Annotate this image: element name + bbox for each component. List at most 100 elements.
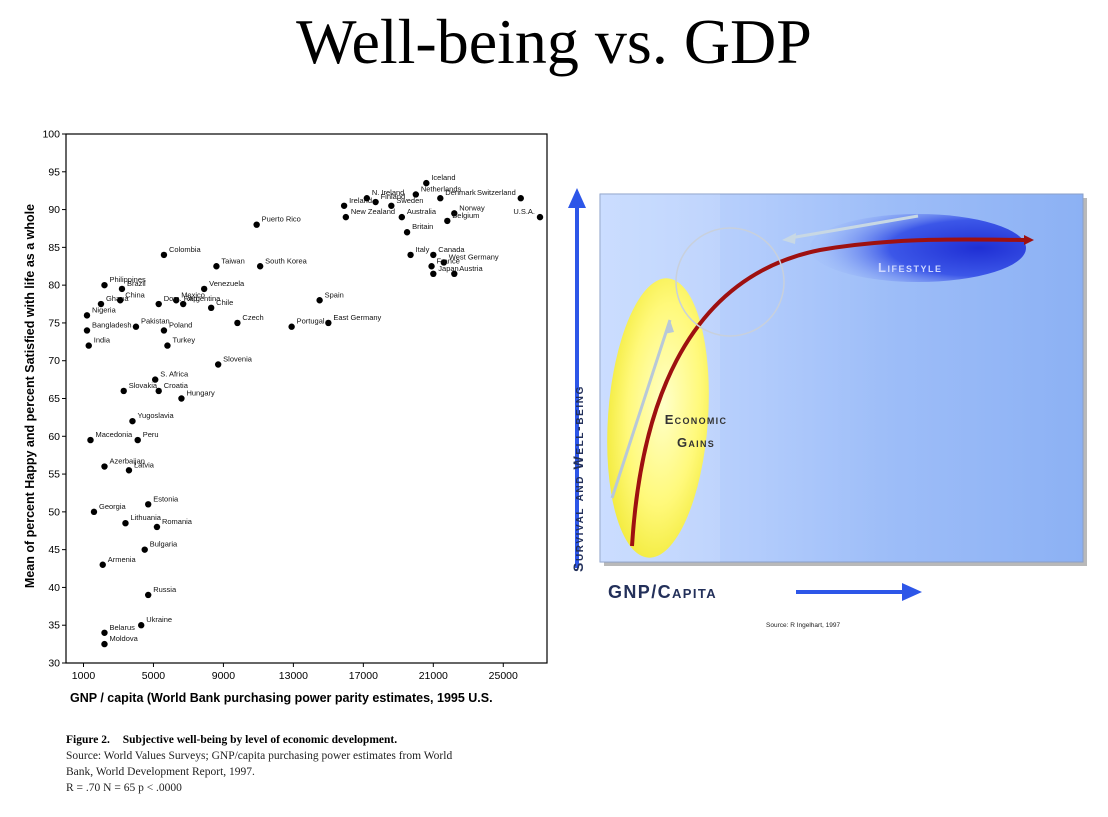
point-label: Sweden — [396, 196, 423, 205]
data-point — [132, 323, 140, 330]
data-point — [398, 213, 406, 221]
data-point — [451, 270, 458, 278]
caption-label: Figure 2. — [66, 734, 110, 746]
point-label: Italy — [416, 245, 430, 254]
point-label: Brazil — [127, 279, 146, 288]
data-point — [325, 319, 332, 327]
economic-label: Economic — [665, 412, 728, 427]
gray-arrow-left — [789, 214, 919, 240]
point-label: Peru — [143, 430, 159, 439]
x-tick-label: 1000 — [72, 670, 96, 682]
point-label: Belgium — [452, 211, 479, 220]
data-point — [83, 327, 91, 334]
point-label: Mexico — [181, 290, 205, 299]
point-label: Belarus — [109, 623, 135, 632]
data-point — [160, 251, 168, 259]
point-label: Taiwan — [221, 256, 244, 265]
y-tick-label: 40 — [48, 582, 60, 594]
data-point — [122, 519, 129, 527]
data-point — [97, 300, 105, 308]
point-label: Czech — [242, 313, 263, 322]
point-label: Japan — [438, 264, 458, 273]
data-points: Iceland Netherlands N. Ireland Denmark Switz… — [83, 173, 544, 648]
data-point — [101, 281, 108, 289]
caption-title: Subjective well-being by level of econom… — [122, 734, 398, 746]
data-point — [234, 319, 241, 327]
point-label: N. Ireland — [372, 188, 405, 197]
data-point — [256, 263, 264, 270]
point-label: Portugal — [297, 317, 325, 326]
point-label: China — [125, 290, 145, 299]
point-label: Austria — [459, 264, 483, 273]
data-point — [87, 436, 94, 444]
x-axis-arrow-head — [902, 583, 922, 601]
y-axis-label: Mean of percent Happy and percent Satisf… — [23, 204, 37, 588]
point-label: Finland — [381, 192, 406, 201]
y-tick-label: 55 — [48, 469, 60, 481]
point-label: Armenia — [108, 555, 137, 564]
data-point — [125, 467, 133, 474]
point-label: West Germany — [449, 252, 499, 261]
data-point — [153, 523, 161, 531]
point-label: Britain — [412, 222, 433, 231]
point-label: Latvia — [134, 460, 155, 469]
data-point — [430, 251, 437, 259]
data-point — [101, 463, 108, 470]
gray-arrow-up-head — [664, 320, 674, 334]
point-label: Chile — [216, 298, 233, 307]
point-label: Iceland — [431, 173, 455, 182]
point-label: Lithuania — [130, 513, 161, 522]
point-label: Yugoslavia — [137, 411, 174, 420]
data-point — [152, 376, 159, 383]
data-point — [430, 270, 437, 278]
data-point — [179, 300, 187, 308]
caption-line: R = .70 N = 65 p < .0000 — [66, 782, 182, 794]
data-point — [403, 229, 411, 236]
data-point — [200, 285, 208, 293]
x-tick-label: 9000 — [212, 670, 236, 682]
point-label: Slovakia — [129, 381, 158, 390]
caption-heading: Figure 2. Subjective well-being by level… — [66, 732, 546, 748]
transition-circle — [675, 227, 785, 337]
data-point — [388, 202, 395, 209]
point-label: Ireland — [349, 196, 372, 205]
point-label: Macedonia — [95, 430, 133, 439]
data-point — [412, 191, 420, 198]
point-label: Canada — [438, 245, 465, 254]
point-label: Bulgaria — [150, 540, 178, 549]
point-label: Dom. Rep. — [164, 294, 200, 303]
point-label: Estonia — [153, 494, 179, 503]
point-label: Spain — [325, 290, 344, 299]
x-axis-title: GNP/Capita — [608, 582, 717, 602]
data-point — [118, 285, 126, 293]
x-axis-ticks: 1000 5000 9000 13000 17000 21000 25000 — [72, 663, 518, 682]
x-tick-label: 13000 — [279, 670, 308, 682]
data-point — [340, 202, 348, 209]
data-point — [120, 387, 127, 395]
y-tick-label: 30 — [48, 658, 60, 670]
data-point — [99, 561, 106, 568]
point-label: New Zealand — [351, 207, 395, 216]
plot-frame — [65, 133, 548, 664]
figure-caption: Figure 2. Subjective well-being by level… — [66, 732, 546, 796]
point-label: Venezuela — [209, 279, 245, 288]
point-label: Denmark — [445, 188, 476, 197]
data-point — [101, 640, 108, 648]
y-tick-label: 50 — [48, 506, 60, 518]
point-label: Puerto Rico — [262, 215, 301, 224]
data-point — [145, 501, 152, 508]
point-label: East Germany — [333, 313, 381, 322]
data-point — [213, 263, 220, 270]
data-point — [363, 195, 371, 202]
y-axis-arrow-head — [568, 188, 586, 208]
point-label: Russia — [153, 585, 177, 594]
data-point — [172, 297, 180, 304]
point-label: Pakistan — [141, 317, 170, 326]
lifestyle-ellipse — [810, 214, 1026, 282]
data-point — [316, 297, 323, 304]
y-tick-label: 45 — [48, 544, 60, 556]
x-axis-label: GNP / capita (World Bank purchasing powe… — [70, 691, 493, 705]
point-label: Ukraine — [146, 615, 172, 624]
point-label: Turkey — [172, 336, 195, 345]
gains-label: Gains — [677, 435, 715, 450]
